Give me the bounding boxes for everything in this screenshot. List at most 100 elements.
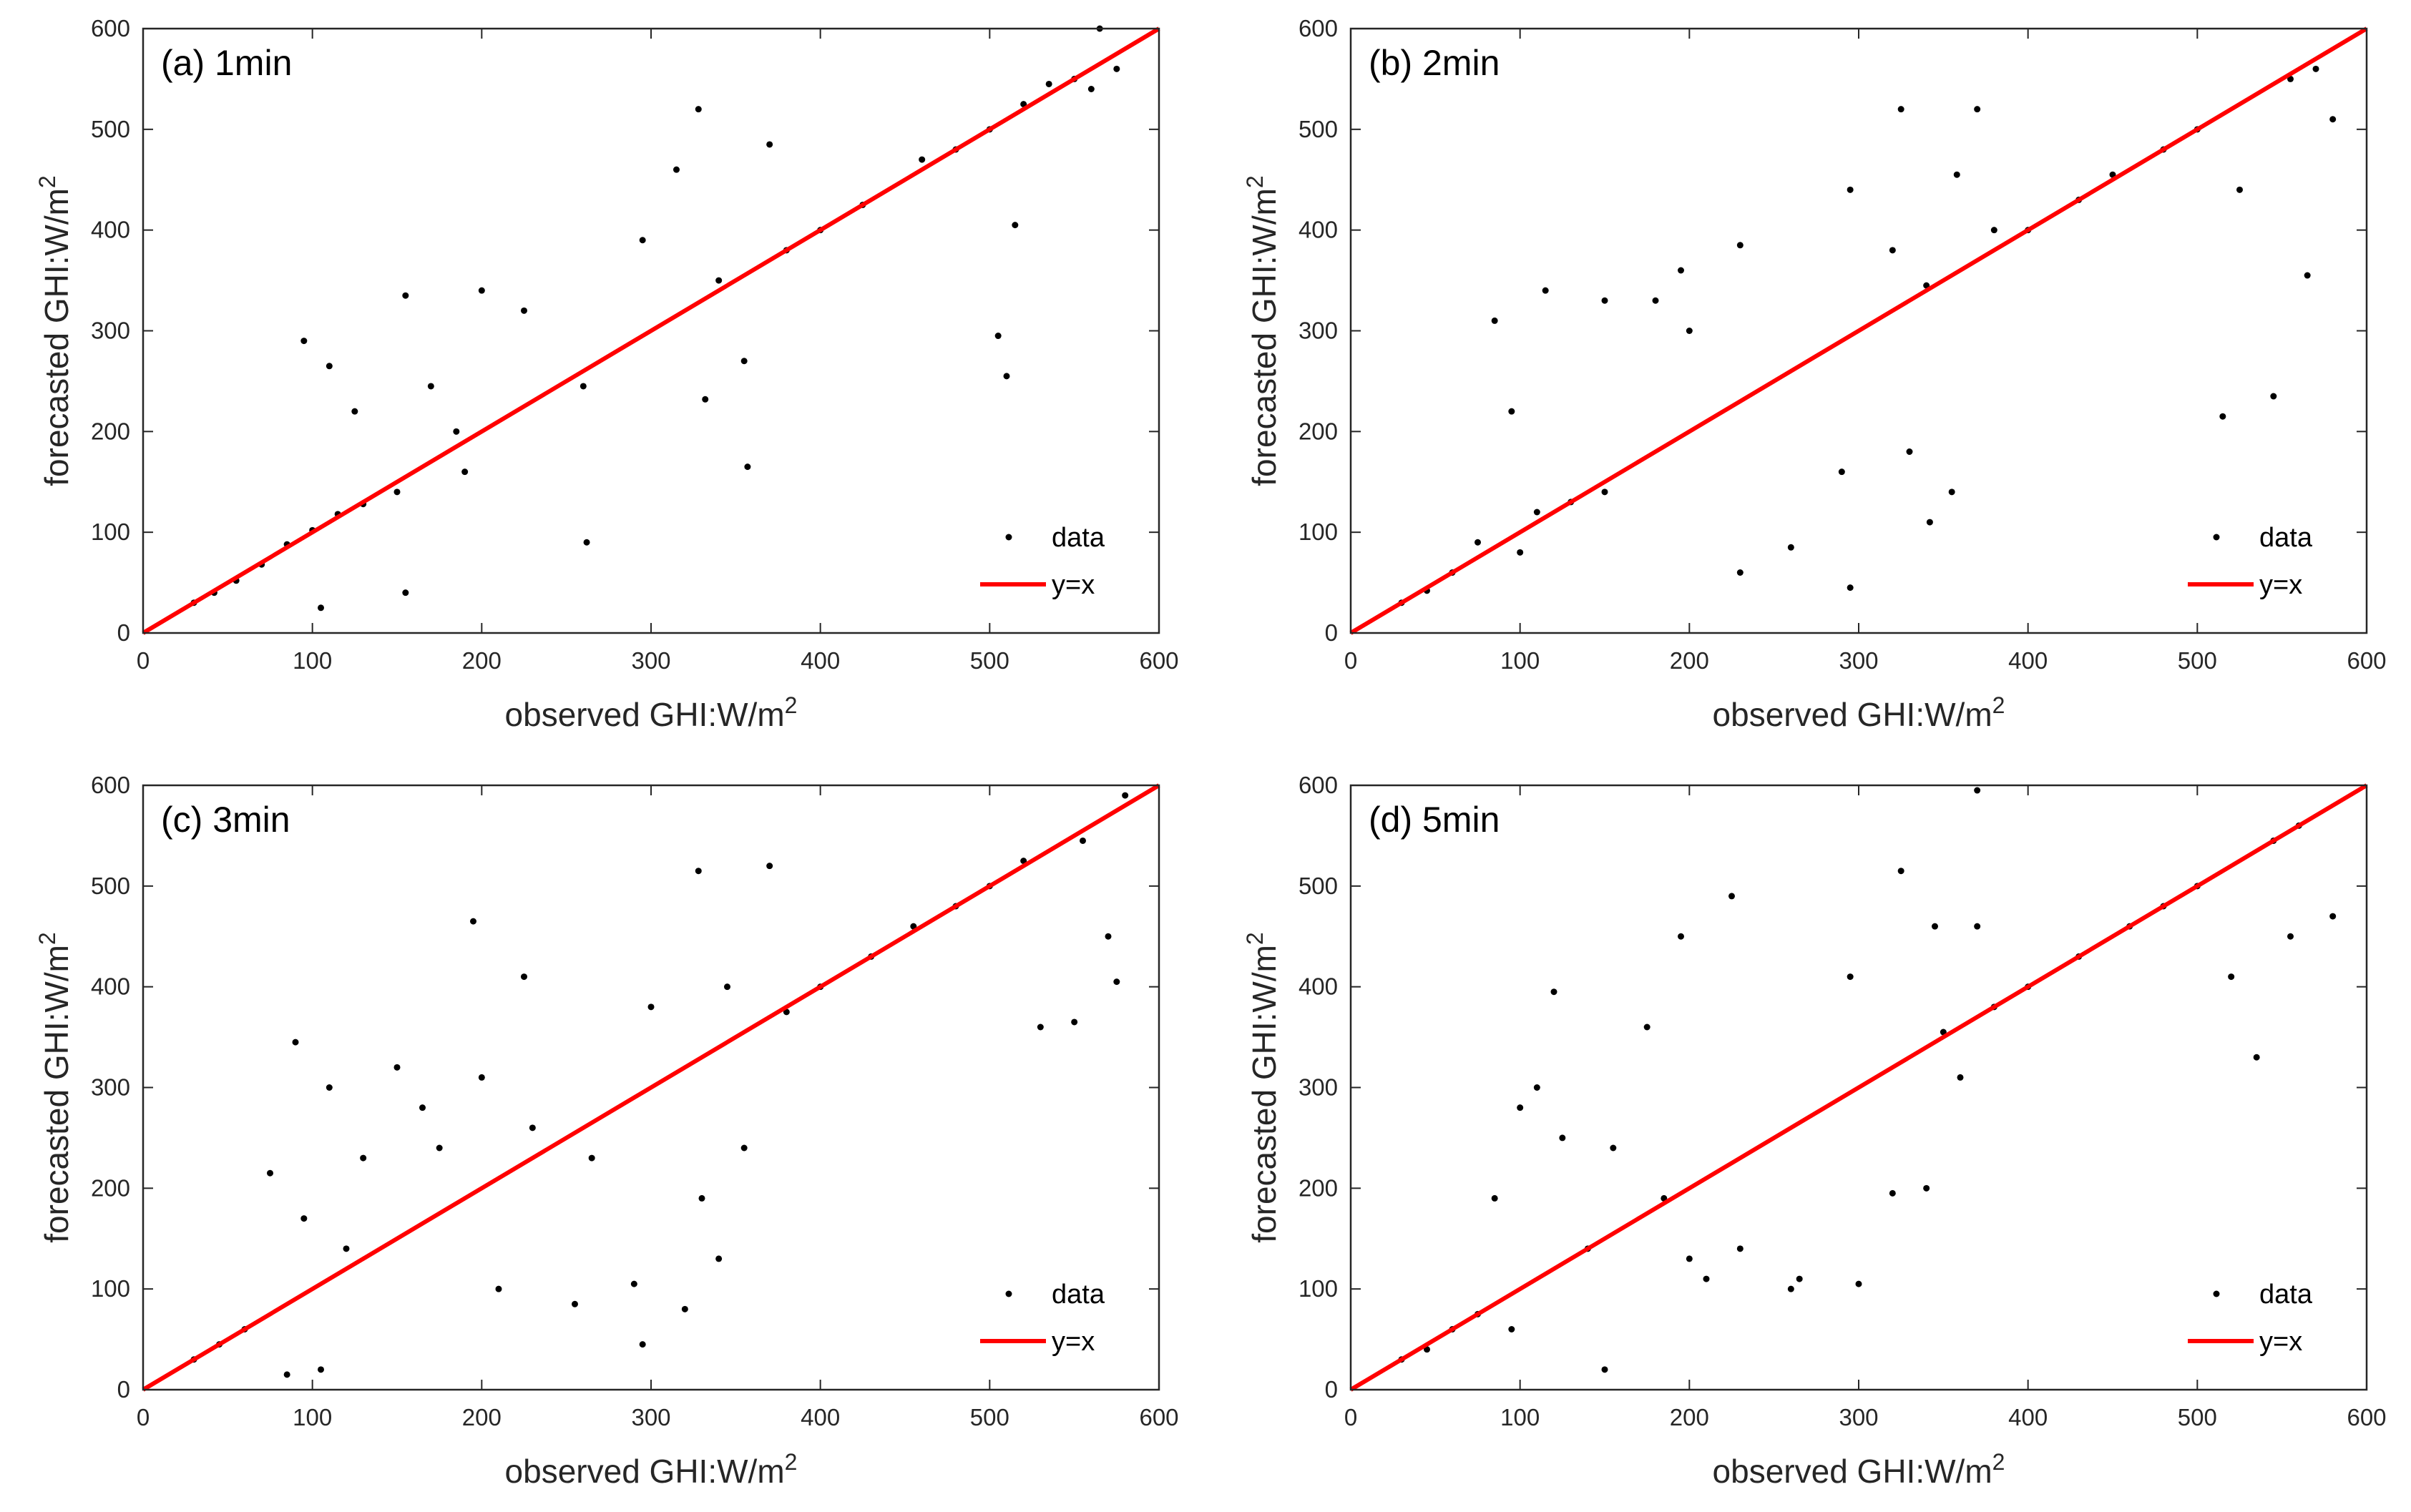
data-point: [521, 307, 527, 314]
panel-1: 0 100 200 300 400 500 600 0 100 200 300 400 500 600 (a…: [34, 15, 1179, 733]
data-point: [1045, 80, 1052, 87]
data-point: [1105, 933, 1112, 940]
data-point: [715, 277, 723, 284]
y-axis-label-main: forecasted GHI:W/m: [1246, 945, 1283, 1243]
y-tick-label: 300: [1299, 1074, 1338, 1101]
x-tick-label: 500: [970, 1404, 1009, 1430]
data-point: [1475, 539, 1481, 546]
x-axis-label-superscript: 2: [785, 692, 798, 718]
y-tick-label: 500: [1299, 873, 1338, 899]
data-point: [461, 468, 469, 476]
data-point: [2329, 116, 2337, 123]
data-point: [470, 918, 476, 925]
data-point: [521, 973, 527, 981]
y-tick-label: 400: [1299, 217, 1338, 243]
legend-line-label: y=x: [2259, 1327, 2302, 1357]
data-point: [572, 1300, 578, 1307]
data-point: [1889, 247, 1896, 254]
x-tick-label: 100: [1500, 647, 1540, 674]
y-tick-label: 100: [1299, 519, 1338, 545]
x-tick-label: 0: [1344, 647, 1357, 674]
y-tick-label: 200: [91, 1174, 130, 1201]
x-tick-label: 100: [293, 647, 332, 674]
data-point: [1678, 267, 1684, 274]
y-tick-label: 100: [1299, 1275, 1338, 1302]
panel-4: 0 100 200 300 400 500 600 0 100 200 300 400 500 600 (d…: [1242, 772, 2387, 1490]
y-tick-label: 600: [1299, 15, 1338, 41]
x-tick-label: 300: [1839, 647, 1878, 674]
x-tick-label: 300: [1839, 1404, 1878, 1430]
data-point: [2228, 973, 2235, 981]
data-point: [1736, 569, 1744, 576]
data-point: [1974, 923, 1981, 930]
data-point: [583, 539, 590, 546]
data-point: [1953, 171, 1960, 178]
x-tick-label: 0: [1344, 1404, 1357, 1430]
data-point: [702, 396, 709, 403]
data-point: [529, 1124, 536, 1131]
axes-box: [142, 784, 1160, 1391]
legend-data-label: data: [2259, 1280, 2313, 1310]
data-point: [478, 287, 485, 294]
x-tick-label: 600: [1139, 1404, 1178, 1430]
y-axis-label-superscript: 2: [34, 932, 60, 945]
y-axis-label-main: forecasted GHI:W/m: [1246, 188, 1283, 486]
y-tick-label: 100: [91, 1275, 130, 1302]
x-tick-label: 100: [293, 1404, 332, 1430]
data-point: [1533, 1084, 1540, 1091]
axes-box: [1349, 27, 2368, 634]
x-tick-label: 600: [2347, 647, 2386, 674]
y-axis-label: forecasted GHI:W/m2: [1242, 932, 1283, 1242]
data-point: [919, 156, 926, 163]
data-point: [1932, 923, 1938, 930]
data-point: [1113, 978, 1120, 986]
y-tick-label: 200: [91, 418, 130, 444]
data-point: [1643, 1023, 1650, 1031]
data-point: [300, 1215, 308, 1222]
x-axis-label-superscript: 2: [785, 1449, 798, 1475]
data-point: [639, 1341, 646, 1348]
data-point: [1550, 988, 1557, 996]
data-point: [673, 166, 680, 173]
x-axis-label-main: observed GHI:W/m: [1713, 1453, 1992, 1490]
data-point: [1855, 1280, 1862, 1287]
data-point: [1847, 186, 1854, 193]
data-point: [740, 1144, 748, 1152]
y-axis-label-superscript: 2: [1242, 932, 1268, 945]
legend-data-marker: [2213, 1290, 2220, 1297]
data-point: [1923, 1184, 1930, 1192]
x-tick-label: 500: [2178, 1404, 2217, 1430]
x-tick-label: 200: [1670, 647, 1709, 674]
y-tick-label: 300: [91, 1074, 130, 1101]
y-tick-label: 400: [91, 217, 130, 243]
y-tick-label: 600: [91, 15, 130, 41]
data-point: [744, 463, 751, 471]
data-point: [402, 589, 409, 597]
panel-3: 0 100 200 300 400 500 600 0 100 200 300 400 500 600 (c…: [34, 772, 1179, 1490]
data-point: [647, 1003, 655, 1011]
y-axis-label: forecasted GHI:W/m2: [34, 932, 75, 1242]
data-point: [402, 292, 409, 299]
x-axis-label-main: observed GHI:W/m: [1713, 696, 1992, 733]
x-axis-label-main: observed GHI:W/m: [505, 696, 785, 733]
y-axis-label-superscript: 2: [34, 175, 60, 188]
y-axis-label-main: forecasted GHI:W/m: [38, 945, 75, 1243]
data-point: [343, 1245, 350, 1252]
panel-title: (a) 1min: [161, 43, 292, 83]
data-point: [1491, 1194, 1498, 1202]
data-point: [1686, 328, 1693, 334]
data-point: [715, 1255, 723, 1262]
y-tick-label: 0: [117, 1376, 130, 1403]
data-point: [1736, 242, 1744, 249]
data-point: [1610, 1144, 1617, 1152]
data-point: [1533, 509, 1540, 516]
x-axis-label: observed GHI:W/m2: [1713, 1449, 2005, 1490]
data-point: [695, 106, 702, 113]
data-point: [681, 1305, 688, 1312]
data-point: [1122, 792, 1129, 799]
data-point: [436, 1144, 443, 1152]
legend-data-marker: [2213, 534, 2220, 541]
data-point: [2253, 1054, 2260, 1061]
data-point: [1517, 549, 1524, 556]
